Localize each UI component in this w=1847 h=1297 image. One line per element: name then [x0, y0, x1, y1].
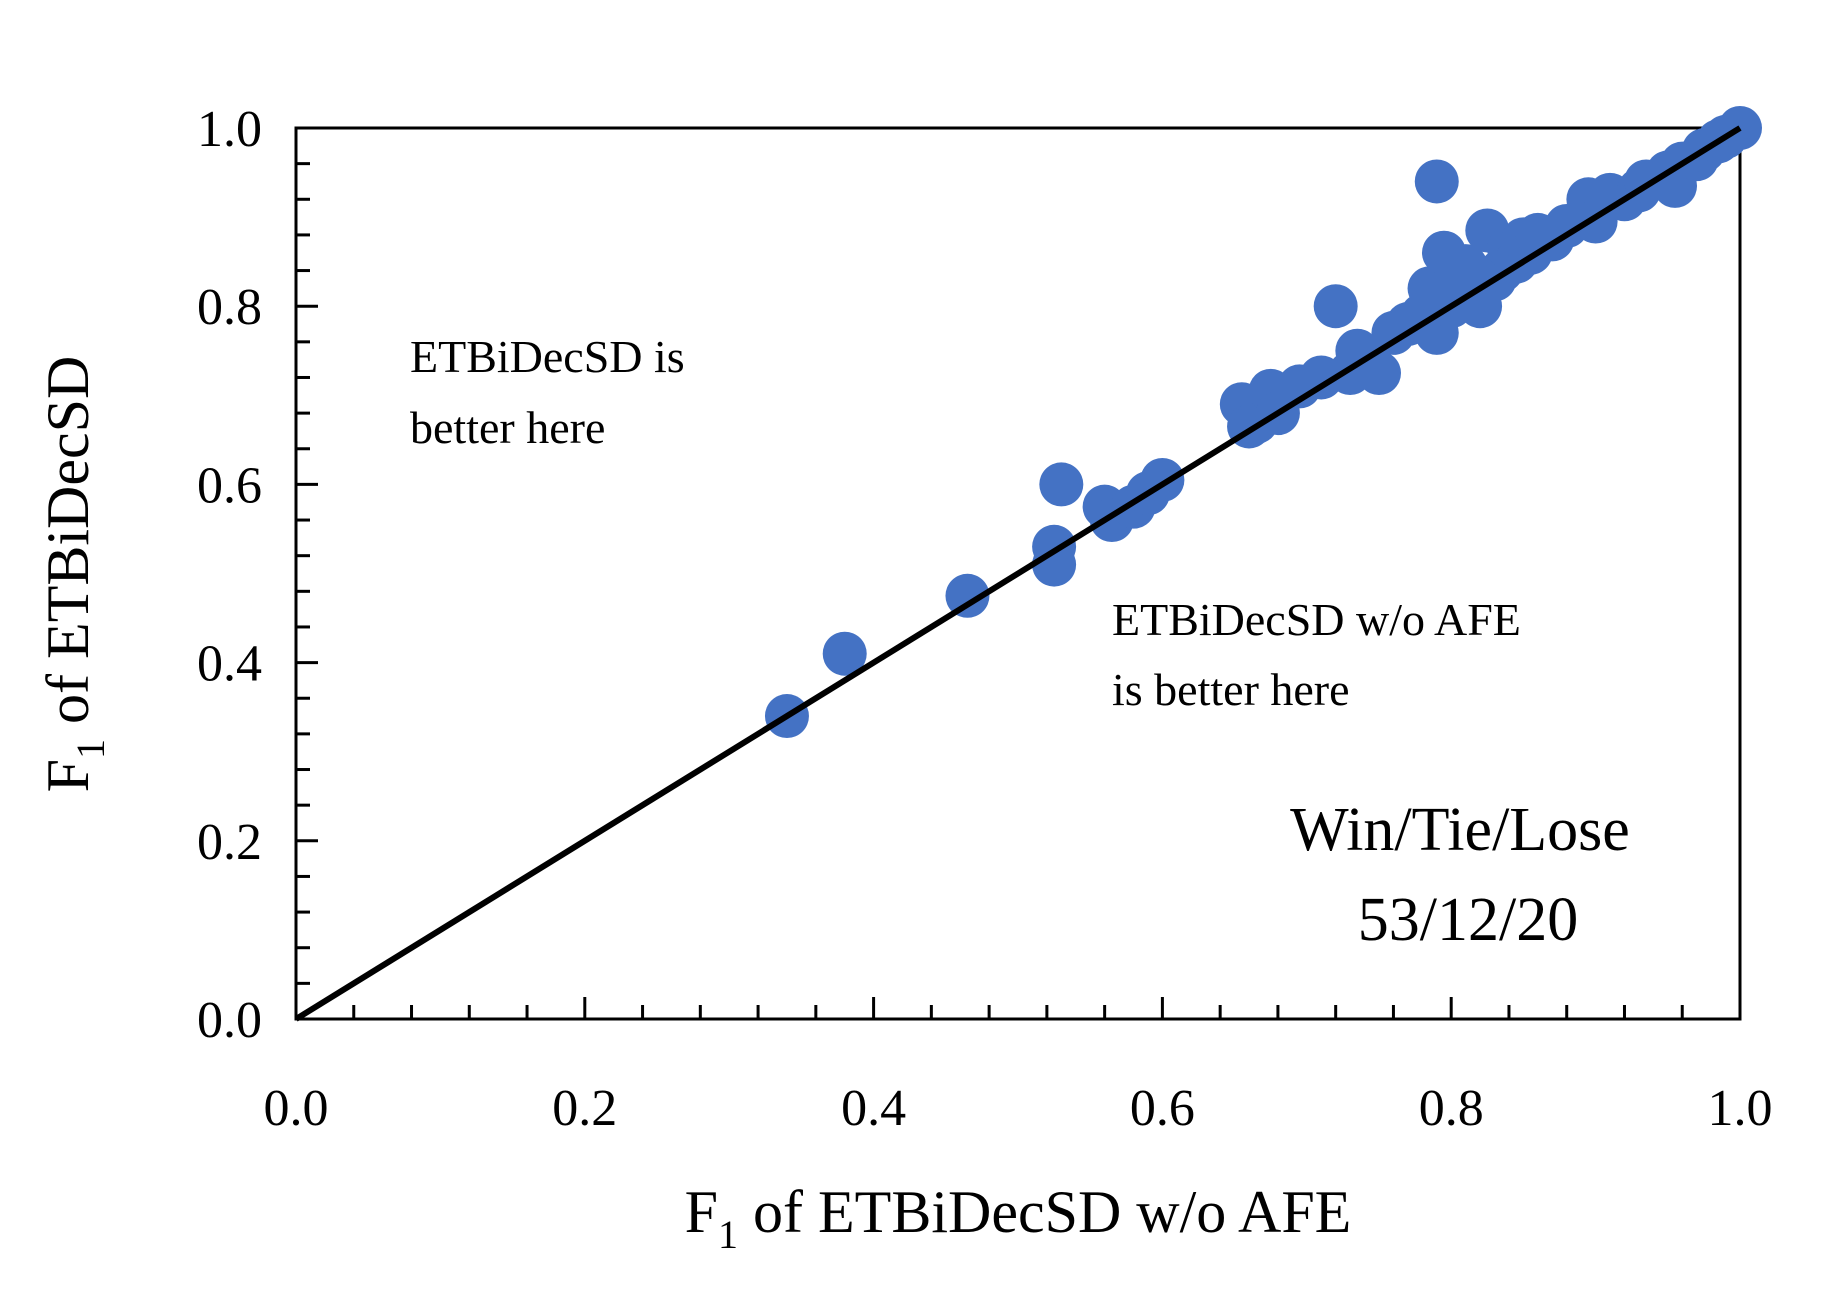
- x-tick-label: 0.0: [264, 1080, 329, 1137]
- tick-labels: 0.0 0.2 0.4 0.6 0.8 1.0 0.0 0.2 0.4 0.6 0.8 1.0: [197, 101, 1773, 1137]
- win-tie-lose-title: Win/Tie/Lose: [1290, 796, 1630, 864]
- win-tie-lose-value: 53/12/20: [1358, 886, 1578, 954]
- y-tick-label: 0.2: [197, 814, 262, 871]
- x-tick-label: 1.0: [1708, 1080, 1773, 1137]
- y-tick-label: 1.0: [197, 101, 262, 158]
- y-tick-label: 0.4: [197, 636, 262, 693]
- y-axis-title: F1 of ETBiDecSD: [35, 356, 113, 793]
- x-tick-label: 0.4: [841, 1080, 906, 1137]
- x-tick-label: 0.6: [1130, 1080, 1195, 1137]
- annotation-upper-line2: better here: [410, 402, 605, 453]
- x-tick-label: 0.8: [1419, 1080, 1484, 1137]
- tick-marks: [294, 126, 1742, 1021]
- annotation-upper-line1: ETBiDecSD is: [410, 331, 685, 382]
- annotation-lower-line2: is better here: [1112, 664, 1350, 715]
- scatter-point: [945, 573, 990, 618]
- scatter-point: [1032, 542, 1077, 587]
- scatter-point: [822, 631, 867, 676]
- x-tick-label: 0.2: [552, 1080, 617, 1137]
- data-points: [764, 106, 1762, 739]
- scatter-point: [1313, 284, 1358, 329]
- scatter-point: [1039, 462, 1084, 507]
- y-tick-label: 0.8: [197, 279, 262, 336]
- annotation-lower-line1: ETBiDecSD w/o AFE: [1112, 594, 1521, 645]
- scatter-point: [1357, 351, 1401, 396]
- scatter-point: [1414, 159, 1459, 204]
- y-tick-label: 0.6: [197, 457, 262, 514]
- y-tick-label: 0.0: [197, 992, 262, 1049]
- x-axis-title: F1 of ETBiDecSD w/o AFE: [685, 1179, 1352, 1257]
- diagonal-reference-line: [294, 125, 1742, 1022]
